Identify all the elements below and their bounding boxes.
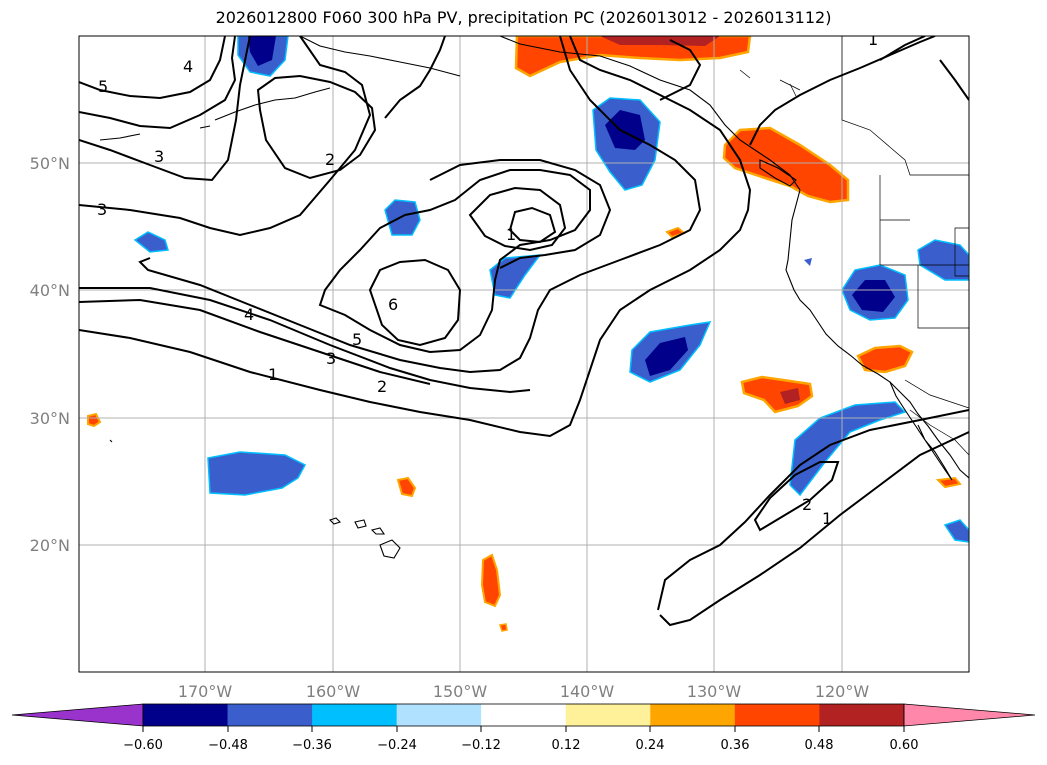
- colorbar-tick-label: 0.24: [636, 738, 665, 753]
- lat-label: 40°N: [30, 281, 70, 300]
- colorbar-segment: [734, 704, 820, 726]
- colorbar-tick-label: −0.12: [461, 738, 501, 753]
- figure-title: 2026012800 F060 300 hPa PV, precipitatio…: [215, 8, 832, 27]
- contour-labels: 5 4 3 3 2 1 6 5 4 3 2 1 1 2 1: [97, 30, 878, 528]
- latitude-labels: 50°N 40°N 30°N 20°N: [30, 154, 70, 555]
- colorbar-frame: [142, 703, 905, 727]
- lat-label: 30°N: [30, 409, 70, 428]
- colorbar-tick-label: −0.36: [292, 738, 332, 753]
- coastlines: [99, 36, 969, 559]
- lon-label: 120°W: [815, 682, 870, 701]
- colorbar-extend-right: [903, 703, 1036, 727]
- colorbar-ticks: [142, 726, 905, 732]
- contour-label: 1: [868, 30, 878, 49]
- colorbar-tick-label: 0.60: [890, 738, 919, 753]
- lon-label: 140°W: [560, 682, 615, 701]
- contour-label: 1: [506, 225, 516, 244]
- contour-label: 5: [352, 330, 362, 349]
- lat-label: 20°N: [30, 536, 70, 555]
- map-background: [79, 36, 969, 672]
- contour-label: 3: [326, 349, 336, 368]
- colorbar-segment: [565, 704, 651, 726]
- contour-label: 1: [268, 365, 278, 384]
- colorbar-segment: [227, 704, 313, 726]
- colorbar-extend-left: [11, 703, 144, 727]
- contour-label: 2: [377, 377, 387, 396]
- map-frame: [78, 35, 970, 673]
- map-gridlines: [79, 36, 969, 672]
- contour-label: 2: [325, 150, 335, 169]
- colorbar-tick-label: −0.48: [208, 738, 248, 753]
- contour-label: 5: [98, 77, 108, 96]
- colorbar: −0.60 −0.48 −0.36 −0.24 −0.12 0.12 0.24 …: [11, 703, 1036, 753]
- precip-negative-areas: [133, 36, 969, 543]
- lon-label: 130°W: [687, 682, 742, 701]
- contour-label: 4: [183, 57, 193, 76]
- contour-label: 6: [388, 295, 398, 314]
- colorbar-segments: [11, 703, 1036, 727]
- lon-label: 170°W: [178, 682, 233, 701]
- colorbar-segment: [396, 704, 482, 726]
- colorbar-segment: [650, 704, 736, 726]
- colorbar-tick-labels: −0.60 −0.48 −0.36 −0.24 −0.12 0.12 0.24 …: [123, 738, 918, 753]
- contour-label: 1: [822, 509, 832, 528]
- pv-contours: [79, 36, 969, 627]
- colorbar-segment: [143, 704, 229, 726]
- contour-label: 2: [802, 495, 812, 514]
- contour-label: 4: [244, 305, 254, 324]
- lon-label: 160°W: [306, 682, 361, 701]
- colorbar-tick-label: 0.12: [552, 738, 581, 753]
- colorbar-segment: [312, 704, 398, 726]
- colorbar-segment: [481, 704, 567, 726]
- lat-label: 50°N: [30, 154, 70, 173]
- colorbar-tick-label: −0.60: [123, 738, 163, 753]
- colorbar-tick-label: 0.48: [805, 738, 834, 753]
- colorbar-tick-label: 0.36: [721, 738, 750, 753]
- longitude-labels: 170°W 160°W 150°W 140°W 130°W 120°W: [178, 682, 870, 701]
- colorbar-segment: [819, 704, 905, 726]
- contour-label: 3: [154, 147, 164, 166]
- colorbar-tick-label: −0.24: [377, 738, 417, 753]
- contour-label: 3: [97, 200, 107, 219]
- lon-label: 150°W: [433, 682, 488, 701]
